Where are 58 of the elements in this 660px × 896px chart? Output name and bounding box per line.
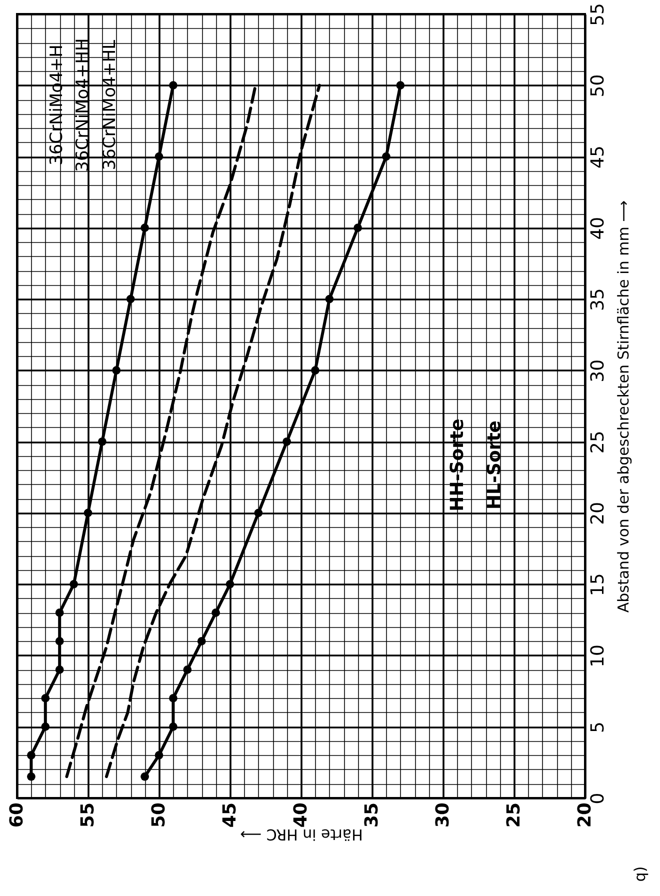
x-tick-label: 60 bbox=[6, 802, 28, 828]
point bbox=[98, 437, 106, 446]
point bbox=[212, 608, 220, 617]
x-tick-label: 55 bbox=[78, 802, 98, 828]
point bbox=[154, 152, 164, 161]
point bbox=[126, 294, 135, 304]
point bbox=[55, 608, 64, 617]
y-tick-label: 45 bbox=[588, 146, 608, 168]
point bbox=[254, 508, 263, 518]
point bbox=[325, 294, 334, 304]
point bbox=[169, 694, 178, 702]
y-tick-label: 20 bbox=[588, 502, 608, 525]
annotation: 36CrNiMo4+H bbox=[47, 44, 67, 166]
y-tick-label: 0 bbox=[588, 792, 608, 804]
point bbox=[112, 366, 121, 375]
point bbox=[154, 751, 164, 760]
annotation: 36CrNiMo4+HL bbox=[100, 39, 120, 170]
point bbox=[169, 722, 178, 731]
y-axis-title: Abstand von der abgeschreckten Stirnfläche in mm ⟶ bbox=[614, 200, 632, 613]
y-tick-label: 30 bbox=[588, 359, 608, 382]
point bbox=[311, 366, 320, 375]
point bbox=[226, 580, 234, 588]
point bbox=[183, 666, 192, 674]
y-tick-label: 25 bbox=[588, 430, 608, 454]
point bbox=[382, 152, 390, 161]
point bbox=[27, 751, 36, 760]
point bbox=[282, 437, 291, 446]
x-tick-label: 50 bbox=[148, 802, 170, 828]
y-tick-label: 40 bbox=[588, 216, 608, 240]
y-tick-label: 15 bbox=[588, 573, 608, 596]
point bbox=[197, 637, 206, 646]
point bbox=[169, 81, 178, 90]
x-axis-title: Härte in HRC ⟶ bbox=[240, 826, 363, 844]
point bbox=[396, 81, 405, 90]
annotation: HH-Sorte bbox=[447, 418, 468, 512]
point bbox=[55, 666, 64, 674]
x-tick-label: 45 bbox=[220, 802, 240, 828]
x-tick-label: 30 bbox=[432, 802, 454, 828]
point bbox=[84, 508, 92, 518]
y-tick-label: 55 bbox=[588, 3, 608, 26]
point bbox=[27, 772, 36, 781]
x-tick-label: 35 bbox=[362, 802, 382, 828]
y-tick-label: 35 bbox=[588, 288, 608, 312]
annotation: 36CrNiMo4+HH bbox=[73, 38, 93, 172]
point bbox=[70, 580, 78, 588]
point bbox=[55, 637, 64, 646]
x-tick-label: 40 bbox=[290, 802, 312, 828]
point bbox=[41, 722, 50, 731]
annotation: HL-Sorte bbox=[484, 420, 505, 510]
y-tick-label: 10 bbox=[588, 644, 608, 668]
point bbox=[140, 224, 149, 232]
text: q) bbox=[631, 866, 649, 882]
x-tick-label: 25 bbox=[504, 802, 524, 828]
point bbox=[354, 224, 362, 232]
point bbox=[41, 694, 50, 702]
y-tick-label: 50 bbox=[588, 74, 608, 98]
point bbox=[140, 772, 149, 781]
y-tick-label: 5 bbox=[588, 722, 608, 733]
